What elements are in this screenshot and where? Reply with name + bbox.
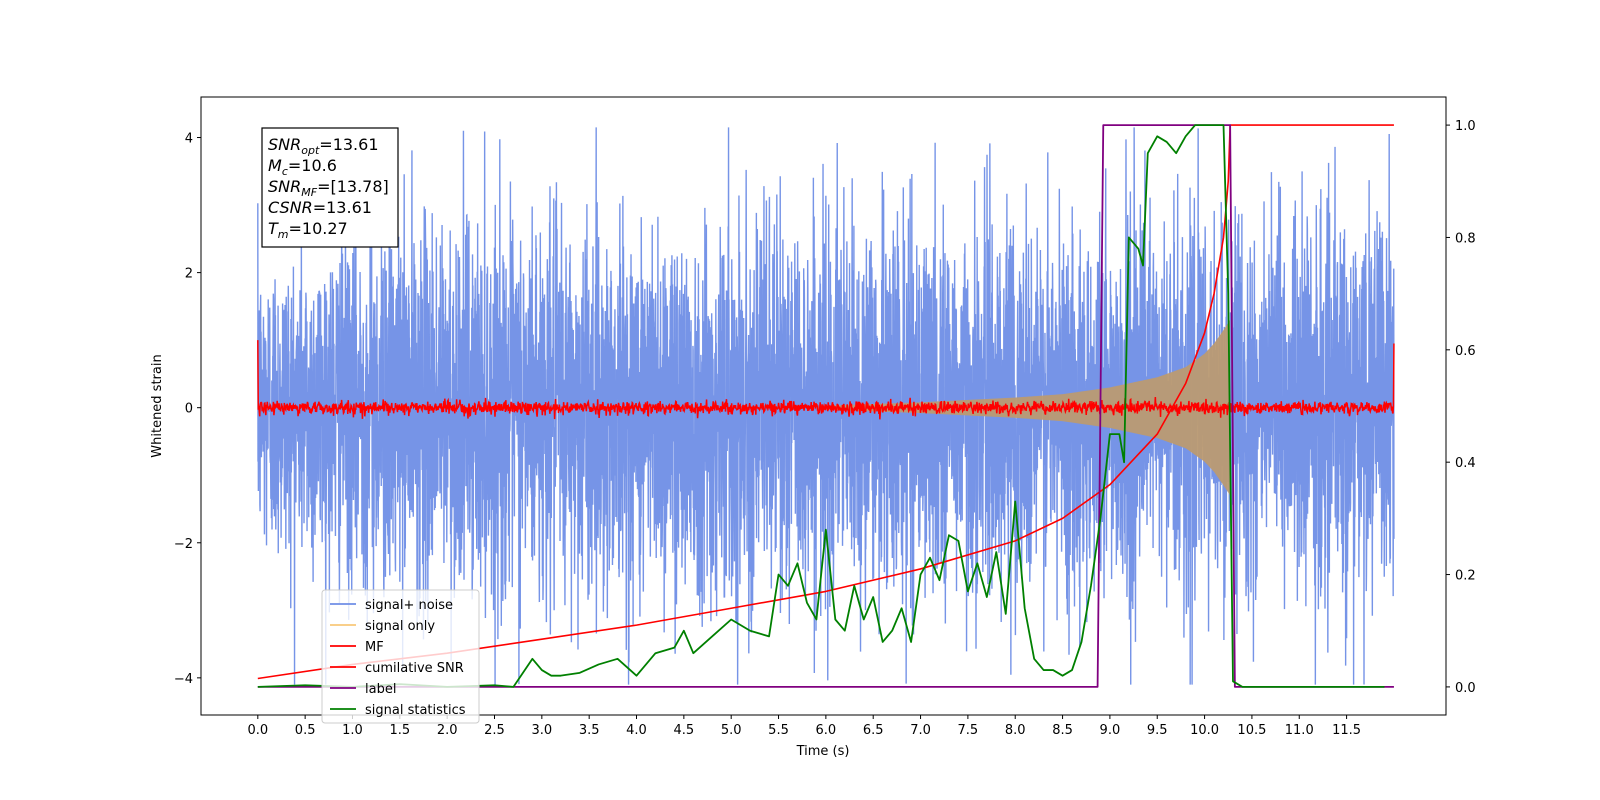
x-tick-label: 8.0 (1005, 723, 1026, 738)
y2-tick-label: 1.0 (1455, 119, 1476, 134)
stats-line: CSNR=13.61 (268, 198, 372, 217)
y-tick-label: −4 (174, 672, 193, 687)
stats-line: Tm=10.27 (268, 219, 348, 241)
y-tick-label: 0 (185, 402, 193, 417)
legend-label: label (365, 682, 396, 697)
x-tick-label: 9.5 (1147, 723, 1168, 738)
series-cumulative-snr (257, 124, 1394, 680)
x-tick-label: 7.0 (910, 723, 931, 738)
x-tick-label: 5.0 (721, 723, 742, 738)
y2-tick-label: 0.4 (1455, 456, 1476, 471)
plot-frame (200, 96, 1447, 716)
y2-tick-label: 0.8 (1455, 231, 1476, 246)
x-tick-label: 5.5 (768, 723, 789, 738)
x-tick-label: 7.5 (958, 723, 979, 738)
series-mf (257, 340, 1395, 420)
x-tick-label: 9.0 (1100, 723, 1121, 738)
x-tick-label: 1.0 (342, 723, 363, 738)
y2-tick-label: 0.2 (1455, 569, 1476, 584)
x-tick-label: 4.5 (674, 723, 695, 738)
stats-line: SNRMF=[13.78] (268, 177, 389, 199)
legend-label: signal+ noise (365, 598, 453, 613)
x-tick-label: 8.5 (1052, 723, 1073, 738)
x-tick-label: 2.5 (484, 723, 505, 738)
x-tick-label: 11.5 (1332, 723, 1361, 738)
x-tick-label: 2.0 (437, 723, 458, 738)
legend-label: signal only (365, 619, 435, 634)
x-tick-label: 3.0 (531, 723, 552, 738)
y-tick-label: 2 (185, 267, 193, 282)
y2-tick-label: 0.6 (1455, 344, 1476, 359)
x-tick-label: 0.5 (295, 723, 316, 738)
x-tick-label: 6.0 (816, 723, 837, 738)
series-signal-only (825, 319, 1231, 496)
x-tick-label: 11.0 (1285, 723, 1314, 738)
x-axis: 0.0 0.5 1.0 1.5 2.0 2.5 3.0 3.5 4.0 4.5 5.0 5.5 6.0 6… (247, 715, 1361, 738)
x-tick-label: 10.5 (1237, 723, 1266, 738)
stats-annotation-box: SNRopt=13.61Mc=10.6SNRMF=[13.78]CSNR=13.… (261, 127, 399, 248)
y-axis-right: 0.0 0.2 0.4 0.6 0.8 1.0 (1446, 119, 1476, 696)
x-tick-label: 3.5 (579, 723, 600, 738)
x-tick-label: 10.0 (1190, 723, 1219, 738)
legend-label: cumilative SNR (365, 661, 464, 676)
stats-line: SNRopt=13.61 (268, 135, 379, 157)
x-tick-label: 1.5 (389, 723, 410, 738)
stats-box-frame (261, 127, 399, 248)
legend-label: MF (365, 640, 384, 655)
y-axis-label: Whitened strain (150, 354, 165, 457)
legend-frame (321, 589, 480, 724)
x-tick-label: 0.0 (247, 723, 268, 738)
x-axis-label: Time (s) (796, 744, 850, 759)
legend-label: signal statistics (365, 703, 466, 718)
legend: signal+ noise signal only MF cumilative SNR… (321, 589, 480, 724)
x-tick-label: 6.5 (863, 723, 884, 738)
y-axis-left: −4 −2 0 2 4 (174, 132, 201, 687)
plot-area (257, 124, 1395, 688)
stats-line: Mc=10.6 (268, 156, 337, 178)
series-signal-statistics (257, 124, 1385, 688)
y2-tick-label: 0.0 (1455, 681, 1476, 696)
y-tick-label: −2 (174, 537, 193, 552)
y-tick-label: 4 (185, 132, 193, 147)
x-tick-label: 4.0 (626, 723, 647, 738)
